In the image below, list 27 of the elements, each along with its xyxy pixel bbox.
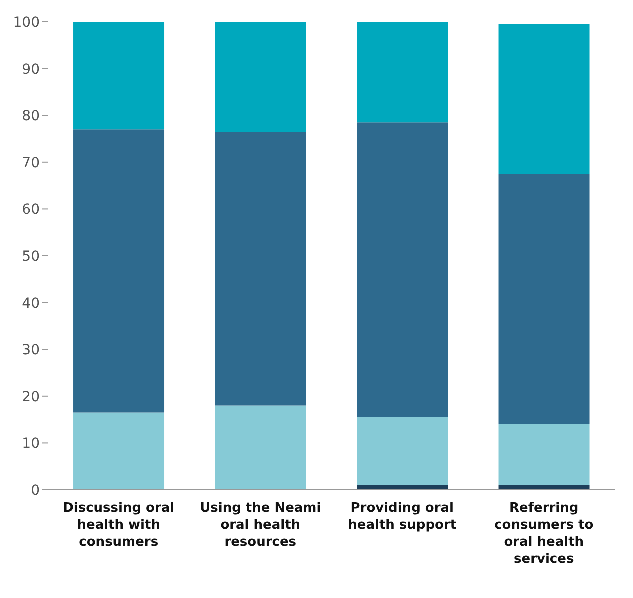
y-tick-label: 50: [22, 248, 40, 265]
y-tick-label: 0: [31, 482, 40, 499]
bar: [215, 406, 306, 490]
bar: [357, 122, 448, 418]
x-tick-label: Discussing oral health with consumers: [63, 501, 175, 550]
bar: [215, 22, 306, 132]
y-tick-label: 40: [22, 296, 40, 312]
y-tick-label: 90: [22, 62, 40, 78]
y-tick-label: 70: [22, 155, 40, 172]
bar: [498, 424, 590, 486]
y-tick-label: 20: [22, 389, 40, 406]
bar: [498, 174, 590, 424]
bar: [74, 130, 165, 413]
bar: [74, 22, 165, 130]
y-tick-label: 30: [22, 342, 40, 359]
y-tick-label: 10: [22, 436, 40, 452]
y-tick-label: 60: [22, 202, 40, 218]
x-tick-label: Using the Neami oral health resources: [200, 501, 322, 550]
x-tick-label: Referring consumers to oral health services: [494, 501, 594, 567]
bar: [74, 412, 165, 490]
y-tick-label: 100: [13, 14, 40, 31]
bar: [498, 24, 590, 174]
x-tick-label: Providing oral health support: [348, 501, 457, 533]
bar: [357, 417, 448, 486]
bar: [357, 22, 448, 123]
bar: [215, 132, 306, 406]
y-tick-label: 80: [22, 108, 40, 125]
